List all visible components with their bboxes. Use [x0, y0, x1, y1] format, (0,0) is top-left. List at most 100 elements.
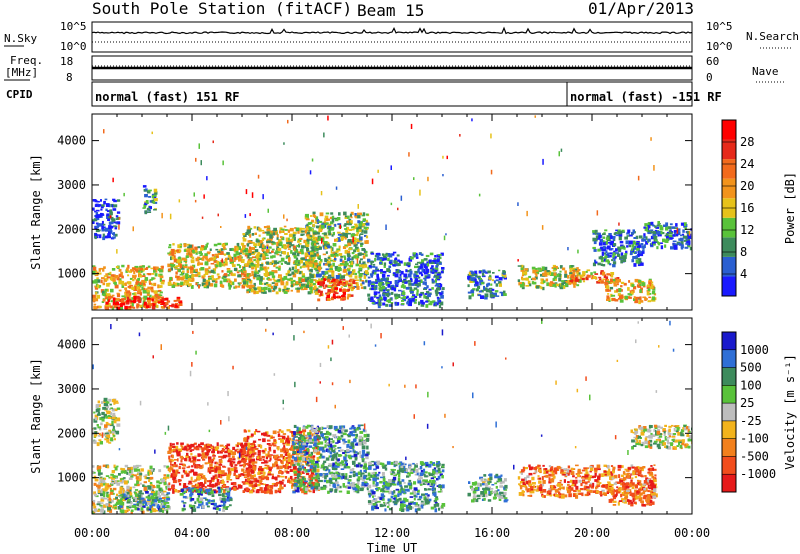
heatmap-cell	[148, 266, 151, 268]
heatmap-cell	[323, 287, 326, 289]
heatmap-cell	[105, 228, 109, 232]
heatmap-cell	[281, 487, 284, 490]
heatmap-cell	[310, 215, 312, 217]
heatmap-cell	[284, 233, 288, 235]
heatmap-cell	[187, 246, 190, 248]
heatmap-cell	[152, 299, 154, 302]
heatmap-cell	[640, 289, 642, 293]
heatmap-cell	[647, 292, 650, 296]
heatmap-cell	[188, 466, 190, 468]
heatmap-cell	[602, 252, 604, 256]
heatmap-cell	[108, 415, 111, 417]
heatmap-cell	[106, 422, 109, 424]
heatmap-cell	[131, 475, 133, 478]
heatmap-cell	[97, 424, 99, 426]
heatmap-cell	[363, 218, 366, 221]
heatmap-cell	[437, 299, 439, 302]
heatmap-cell	[327, 298, 331, 301]
heatmap-cell	[248, 289, 252, 291]
heatmap-cell	[170, 264, 173, 266]
heatmap-cell	[602, 233, 606, 235]
heatmap-cell	[140, 468, 144, 471]
heatmap-cell	[173, 285, 176, 287]
heatmap-cell	[316, 254, 319, 257]
heatmap-cell	[105, 433, 109, 435]
heatmap-cell	[97, 503, 101, 505]
date-label: 01/Apr/2013	[588, 0, 694, 18]
heatmap-cell	[526, 211, 528, 216]
heatmap-cell	[205, 462, 208, 464]
heatmap-cell	[240, 485, 243, 489]
heatmap-cell	[417, 269, 420, 273]
heatmap-cell	[532, 267, 536, 270]
heatmap-cell	[636, 248, 640, 251]
heatmap-cell	[219, 464, 223, 466]
heatmap-cell	[130, 503, 132, 505]
heatmap-cell	[349, 229, 352, 231]
heatmap-cell	[367, 259, 370, 263]
heatmap-cell	[202, 217, 204, 219]
heatmap-cell	[190, 461, 194, 463]
heatmap-cell	[153, 485, 155, 488]
heatmap-cell	[112, 470, 115, 473]
heatmap-cell	[163, 305, 166, 308]
heatmap-cell	[145, 491, 149, 494]
heatmap-cell	[598, 280, 602, 282]
heatmap-cell	[119, 274, 122, 278]
heatmap-cell	[254, 272, 258, 274]
heatmap-cell	[162, 298, 166, 301]
y-tick-label: 1000	[57, 267, 86, 281]
heatmap-cell	[342, 279, 345, 281]
heatmap-cell	[326, 222, 329, 224]
heatmap-cell	[99, 268, 101, 272]
heatmap-cell	[479, 291, 482, 293]
noise-strip-frame	[92, 22, 692, 52]
heatmap-cell	[217, 467, 221, 471]
heatmap-cell	[398, 263, 401, 266]
heatmap-cell	[240, 282, 242, 284]
heatmap-cell	[200, 442, 204, 445]
heatmap-cell	[352, 287, 354, 289]
heatmap-cell	[366, 236, 368, 239]
heatmap-cell	[324, 278, 327, 281]
heatmap-cell	[220, 251, 223, 253]
heatmap-cell	[382, 274, 386, 278]
heatmap-cell	[338, 265, 342, 267]
heatmap-cell	[319, 261, 322, 263]
heatmap-cell	[267, 226, 270, 228]
heatmap-cell	[499, 283, 502, 287]
heatmap-cell	[151, 284, 154, 286]
heatmap-cell	[221, 270, 223, 272]
heatmap-cell	[292, 267, 295, 271]
heatmap-cell	[104, 424, 108, 428]
y-axis-title: Slant Range [km]	[29, 154, 43, 270]
heatmap-cell	[137, 498, 141, 500]
heatmap-cell	[419, 296, 421, 298]
heatmap-cell	[499, 277, 503, 280]
heatmap-cell	[174, 459, 178, 461]
heatmap-cell	[152, 273, 155, 275]
heatmap-cell	[106, 412, 110, 415]
heatmap-cell	[282, 251, 286, 254]
heatmap-cell	[594, 273, 598, 275]
heatmap-cell	[165, 298, 168, 301]
heatmap-cell	[359, 273, 363, 276]
heatmap-cell	[209, 471, 211, 474]
heatmap-cell	[320, 292, 323, 296]
heatmap-cell	[605, 282, 609, 285]
heatmap-cell	[314, 285, 317, 289]
heatmap-cell	[191, 477, 193, 481]
heatmap-cell	[100, 199, 102, 202]
heatmap-cell	[403, 296, 406, 299]
heatmap-cell	[521, 268, 524, 271]
heatmap-cell	[652, 296, 655, 300]
heatmap-cell	[290, 476, 293, 479]
heatmap-cell	[191, 278, 194, 282]
heatmap-cell	[275, 283, 279, 286]
heatmap-cell	[572, 270, 575, 272]
heatmap-cell	[284, 291, 287, 293]
heatmap-cell	[144, 487, 147, 491]
heatmap-cell	[288, 274, 292, 277]
heatmap-cell	[151, 268, 154, 270]
heatmap-cell	[680, 238, 684, 242]
